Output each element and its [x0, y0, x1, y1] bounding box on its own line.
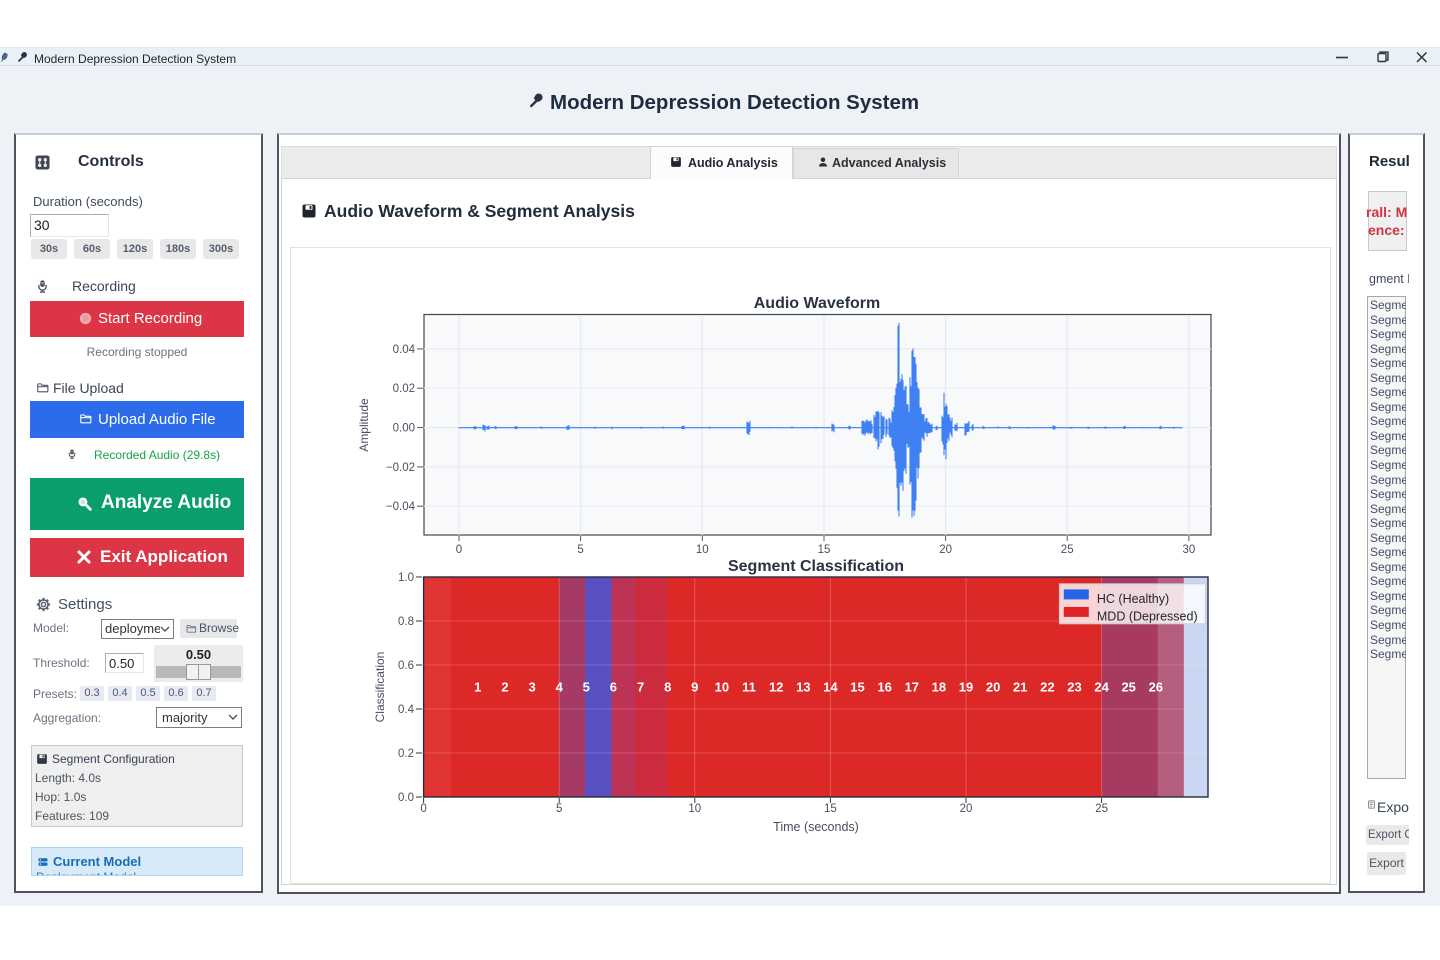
svg-text:0.00: 0.00 [393, 423, 415, 435]
svg-text:22: 22 [1040, 680, 1054, 695]
svg-text:1: 1 [474, 680, 481, 695]
svg-text:2: 2 [501, 680, 508, 695]
svg-text:13: 13 [796, 680, 810, 695]
svg-text:5: 5 [577, 544, 583, 556]
svg-text:0: 0 [456, 544, 462, 556]
svg-text:25: 25 [1121, 680, 1135, 695]
svg-text:11: 11 [742, 680, 756, 695]
svg-text:25: 25 [1095, 803, 1108, 815]
svg-text:Time (seconds): Time (seconds) [773, 820, 859, 834]
svg-text:0.2: 0.2 [398, 748, 414, 760]
svg-text:9: 9 [691, 680, 698, 695]
svg-text:20: 20 [939, 544, 952, 556]
svg-text:Amplitude: Amplitude [357, 398, 371, 452]
svg-text:21: 21 [1013, 680, 1027, 695]
svg-text:10: 10 [688, 803, 701, 815]
svg-text:0.6: 0.6 [398, 660, 414, 672]
svg-text:MDD (Depressed): MDD (Depressed) [1097, 610, 1198, 624]
svg-text:1.0: 1.0 [398, 572, 414, 584]
svg-text:0.02: 0.02 [393, 383, 415, 395]
svg-text:5: 5 [583, 680, 590, 695]
svg-text:7: 7 [637, 680, 644, 695]
svg-text:16: 16 [877, 680, 891, 695]
svg-text:30: 30 [1183, 544, 1196, 556]
svg-text:18: 18 [932, 680, 946, 695]
svg-text:10: 10 [715, 680, 729, 695]
svg-text:20: 20 [960, 803, 973, 815]
svg-text:−0.02: −0.02 [386, 462, 415, 474]
svg-text:25: 25 [1061, 544, 1074, 556]
svg-text:19: 19 [959, 680, 973, 695]
svg-text:0.8: 0.8 [398, 616, 414, 628]
svg-text:5: 5 [556, 803, 562, 815]
svg-text:0.4: 0.4 [398, 704, 415, 716]
svg-text:23: 23 [1067, 680, 1081, 695]
svg-text:Classification: Classification [373, 652, 387, 723]
svg-text:0.04: 0.04 [393, 344, 416, 356]
svg-text:15: 15 [818, 544, 831, 556]
svg-text:−0.04: −0.04 [386, 501, 416, 513]
svg-text:Segment Classification: Segment Classification [728, 558, 904, 575]
svg-text:4: 4 [556, 680, 564, 695]
svg-text:17: 17 [905, 680, 919, 695]
svg-text:8: 8 [664, 680, 671, 695]
svg-text:20: 20 [986, 680, 1000, 695]
svg-text:10: 10 [696, 544, 709, 556]
svg-text:15: 15 [824, 803, 837, 815]
svg-text:Audio Waveform: Audio Waveform [754, 295, 881, 312]
svg-text:15: 15 [850, 680, 864, 695]
svg-text:26: 26 [1149, 680, 1163, 695]
svg-text:14: 14 [823, 680, 838, 695]
svg-text:6: 6 [610, 680, 617, 695]
svg-text:3: 3 [528, 680, 535, 695]
svg-text:0: 0 [420, 803, 426, 815]
svg-text:HC (Healthy): HC (Healthy) [1097, 592, 1169, 606]
svg-text:0.0: 0.0 [398, 792, 414, 804]
svg-text:24: 24 [1094, 680, 1109, 695]
svg-text:12: 12 [769, 680, 783, 695]
